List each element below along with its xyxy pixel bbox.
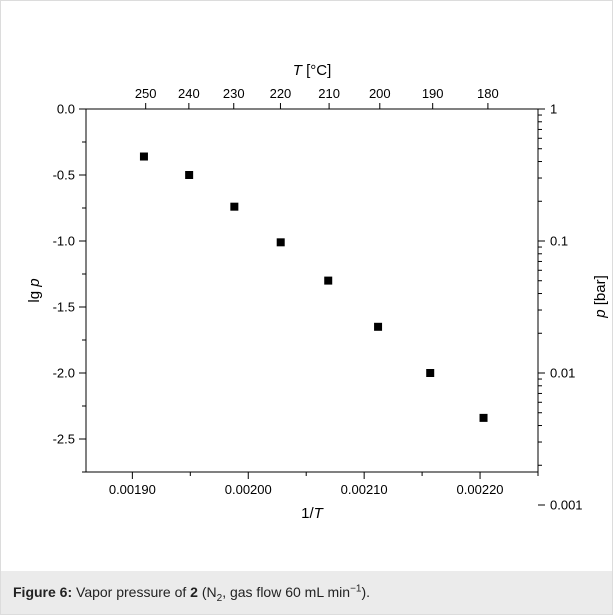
y-tick-label: -2.5 [53,432,75,447]
data-point [185,171,194,179]
top-tick-label: 220 [270,86,292,101]
chart-area: 0.00190 0.00200 0.00210 0.00220 0.0 -0.5 -1.0 -… [1,1,612,569]
top-tick-label: 250 [135,86,157,101]
y-tick-label: -1.5 [53,300,75,315]
figure-caption: Figure 6: Vapor pressure of 2 (N2, gas f… [1,571,612,614]
right-tick-label: 0.1 [550,234,568,249]
x-tick-label: 0.00200 [225,482,272,497]
y-tick-label: -0.5 [53,168,75,183]
caption-label: Figure 6: [13,584,73,600]
data-point [479,413,488,422]
caption-superscript: −1 [350,583,362,595]
y-tick-label: -2.0 [53,366,75,381]
caption-text-flow: , gas flow 60 mL min [222,584,351,600]
caption-text-close: ). [361,584,371,600]
caption-text: Vapor pressure of [72,584,191,600]
data-point [374,322,383,331]
x-axis-title: 1/T [301,505,325,522]
x-tick-label: 0.00220 [457,482,504,497]
top-tick-label: 210 [318,86,340,101]
top-tick-label: 240 [178,86,200,101]
data-point [230,202,239,211]
caption-compound: 2 [190,584,198,600]
y-tick-label: -1.0 [53,234,75,249]
y-axis-title: lg p [26,278,43,302]
data-point [276,238,285,247]
top-tick-label: 230 [223,86,245,101]
top-tick-label: 200 [369,86,391,101]
y-tick-label: 0.0 [57,102,75,117]
data-point [324,276,333,285]
top-axis-title: T [°C] [293,62,332,79]
right-tick-label: 0.001 [550,498,583,513]
vapor-pressure-chart: 0.00190 0.00200 0.00210 0.00220 0.0 -0.5 -1.0 -… [26,62,609,522]
data-point [139,152,148,161]
data-point [426,369,435,377]
x-tick-label: 0.00190 [109,482,156,497]
top-tick-label: 180 [477,86,499,101]
x-tick-label: 0.00210 [341,482,388,497]
caption-subscript: 2 [216,592,223,604]
right-tick-label: 1 [550,102,557,117]
right-axis-title: p [bar] [592,275,609,319]
right-tick-label: 0.01 [550,366,575,381]
top-tick-label: 190 [422,86,444,101]
caption-text-open: (N [197,584,217,600]
